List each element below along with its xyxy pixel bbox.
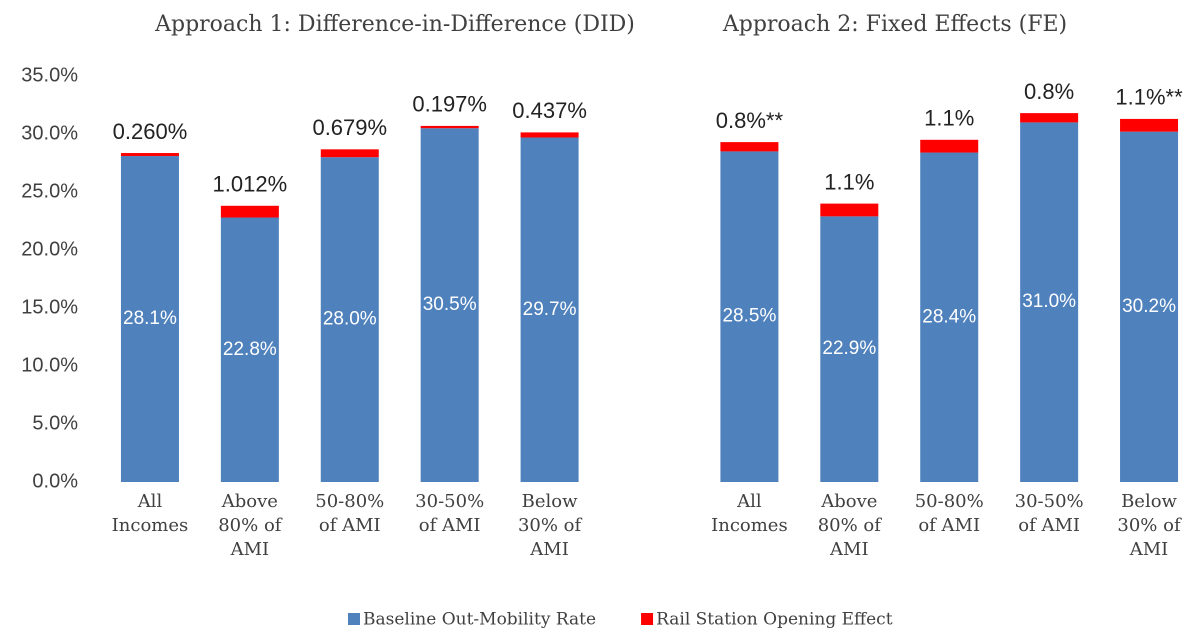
x-tick-label: All Incomes <box>111 491 189 536</box>
bar-segment <box>120 153 179 157</box>
y-tick-label: 15.0% <box>21 296 78 318</box>
data-label: 1.1% <box>824 169 874 194</box>
data-label: 0.437% <box>512 98 587 123</box>
bar-segment <box>420 128 479 482</box>
x-tick-label: Above 80% of AMI <box>218 491 282 560</box>
bar-segment <box>520 132 579 138</box>
bar-segment <box>1020 113 1079 123</box>
bar-segment <box>220 217 279 482</box>
bar-segment <box>1020 122 1079 483</box>
x-tick-label: Below 30% of AMI <box>1117 491 1181 560</box>
data-label: 0.8% <box>1024 79 1074 104</box>
data-label: 0.197% <box>412 92 487 117</box>
legend-label: Rail Station Opening Effect <box>656 610 893 630</box>
data-label: 1.1%** <box>1115 85 1183 110</box>
y-tick-label: 30.0% <box>21 122 78 144</box>
bar-segment <box>820 203 879 217</box>
y-tick-label: 0.0% <box>32 470 78 492</box>
data-label: 0.8%** <box>716 108 784 133</box>
y-tick-label: 35.0% <box>21 64 78 86</box>
data-label: 28.4% <box>922 306 976 327</box>
bar-segment <box>720 151 779 482</box>
x-tick-label: 50-80% of AMI <box>315 491 385 536</box>
x-tick-label: Above 80% of AMI <box>817 491 881 560</box>
bar-segment <box>1120 131 1179 482</box>
bar-segment <box>520 137 579 483</box>
bar-segment <box>320 149 379 158</box>
x-tick-label: Below 30% of AMI <box>517 491 582 560</box>
bar-segment <box>920 152 979 482</box>
bar-segment <box>820 216 879 483</box>
bar-segment <box>920 139 979 153</box>
x-tick-label: All Incomes <box>711 491 788 536</box>
data-label: 1.012% <box>213 172 288 197</box>
x-tick-label: 50-80% of AMI <box>914 491 984 536</box>
data-label: 30.5% <box>423 294 477 315</box>
data-label: 28.0% <box>323 309 377 330</box>
y-tick-label: 25.0% <box>21 180 78 202</box>
bar-segment <box>720 142 779 152</box>
bar-segment <box>120 156 179 483</box>
y-tick-label: 5.0% <box>32 412 78 434</box>
data-label: 28.1% <box>123 308 177 329</box>
data-label: 30.2% <box>1122 296 1176 317</box>
data-label: 22.8% <box>223 339 277 360</box>
data-label: 1.1% <box>924 106 974 131</box>
y-tick-label: 10.0% <box>21 354 78 376</box>
bar-segment <box>1120 118 1179 132</box>
data-label: 22.9% <box>822 338 876 359</box>
y-tick-label: 20.0% <box>21 238 78 260</box>
data-label: 0.679% <box>312 115 387 140</box>
bar-segment <box>320 157 379 482</box>
bar-segment <box>220 205 279 218</box>
data-label: 28.5% <box>722 306 776 327</box>
data-label: 29.7% <box>523 299 577 320</box>
group-title: Approach 1: Difference-in-Difference (DI… <box>154 12 635 37</box>
legend-swatch <box>641 613 654 625</box>
legend-swatch <box>348 613 360 625</box>
x-tick-label: 30-50% of AMI <box>415 491 485 536</box>
bar-segment <box>420 125 479 129</box>
legend-label: Baseline Out-Mobility Rate <box>363 610 596 630</box>
group-title: Approach 2: Fixed Effects (FE) <box>722 12 1067 37</box>
x-tick-label: 30-50% of AMI <box>1014 491 1084 536</box>
data-label: 31.0% <box>1022 291 1076 312</box>
data-label: 0.260% <box>113 119 188 144</box>
